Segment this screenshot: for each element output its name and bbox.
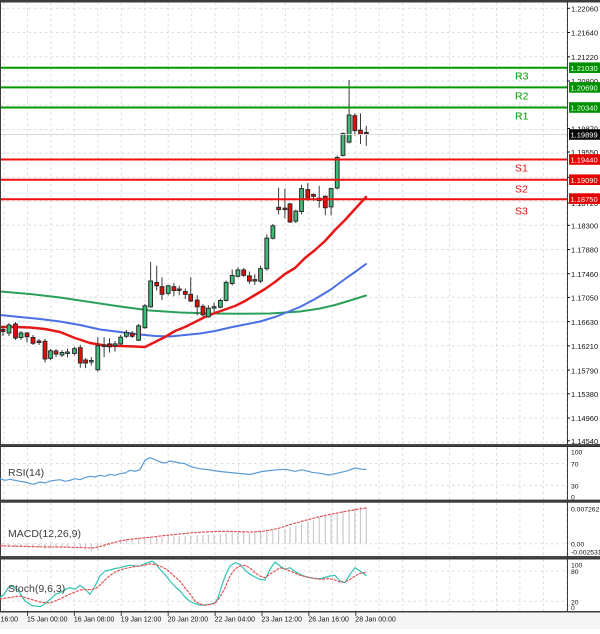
svg-text:1.20800: 1.20800 (571, 77, 598, 86)
svg-text:MACD(12,26,9): MACD(12,26,9) (8, 528, 81, 540)
svg-text:20: 20 (571, 600, 579, 607)
svg-text:S1: S1 (515, 163, 528, 175)
svg-text:1.18300: 1.18300 (571, 222, 598, 231)
svg-text:0.00: 0.00 (571, 542, 584, 549)
svg-text:70: 70 (571, 462, 579, 469)
svg-text:19 Jan 12:00: 19 Jan 12:00 (121, 617, 162, 624)
svg-text:1.19440: 1.19440 (571, 156, 598, 165)
svg-text:R3: R3 (515, 71, 529, 83)
svg-text:1.20690: 1.20690 (571, 84, 598, 93)
svg-text:80: 80 (571, 569, 579, 576)
svg-text:1.16210: 1.16210 (571, 342, 598, 351)
svg-text:1.21640: 1.21640 (571, 29, 598, 38)
svg-text:23 Jan 12:00: 23 Jan 12:00 (262, 617, 303, 624)
svg-text:16:00: 16:00 (1, 617, 19, 624)
svg-text:26 Jan 16:00: 26 Jan 16:00 (308, 617, 349, 624)
svg-text:0: 0 (571, 494, 575, 501)
svg-text:1.14960: 1.14960 (571, 414, 598, 423)
svg-text:1.16630: 1.16630 (571, 318, 598, 327)
svg-text:1.21030: 1.21030 (571, 64, 598, 73)
svg-text:100: 100 (571, 450, 583, 457)
svg-text:0.007262: 0.007262 (571, 507, 600, 514)
svg-text:1.14540: 1.14540 (571, 437, 598, 446)
svg-text:R1: R1 (515, 111, 529, 123)
svg-text:15 Jan 00:00: 15 Jan 00:00 (27, 617, 68, 624)
svg-text:1.17460: 1.17460 (571, 270, 598, 279)
svg-text:1.19090: 1.19090 (571, 176, 598, 185)
svg-text:100: 100 (571, 563, 583, 570)
svg-text:S3: S3 (515, 205, 528, 217)
svg-text:20 Jan 20:00: 20 Jan 20:00 (168, 617, 209, 624)
svg-text:22 Jan 04:00: 22 Jan 04:00 (215, 617, 256, 624)
svg-text:1.15380: 1.15380 (571, 390, 598, 399)
svg-text:RSI(14): RSI(14) (8, 467, 44, 479)
svg-text:0: 0 (571, 605, 575, 612)
svg-text:-0.002531: -0.002531 (571, 550, 600, 557)
svg-text:1.19899: 1.19899 (571, 131, 598, 140)
svg-text:R2: R2 (515, 90, 529, 102)
svg-text:1.20340: 1.20340 (571, 104, 598, 113)
svg-text:1.19550: 1.19550 (571, 148, 598, 157)
svg-text:16 Jan 08:00: 16 Jan 08:00 (74, 617, 115, 624)
svg-text:1.22060: 1.22060 (571, 5, 598, 14)
svg-text:1.15790: 1.15790 (571, 366, 598, 375)
svg-text:1.21220: 1.21220 (571, 53, 598, 62)
svg-text:S2: S2 (515, 184, 528, 196)
svg-text:1.17880: 1.17880 (571, 246, 598, 255)
svg-text:Stoch(9,6,3): Stoch(9,6,3) (8, 583, 65, 595)
svg-text:28 Jan 00:00: 28 Jan 00:00 (355, 617, 396, 624)
svg-text:1.18750: 1.18750 (571, 195, 598, 204)
svg-text:1.17050: 1.17050 (571, 294, 598, 303)
svg-text:30: 30 (571, 484, 579, 491)
